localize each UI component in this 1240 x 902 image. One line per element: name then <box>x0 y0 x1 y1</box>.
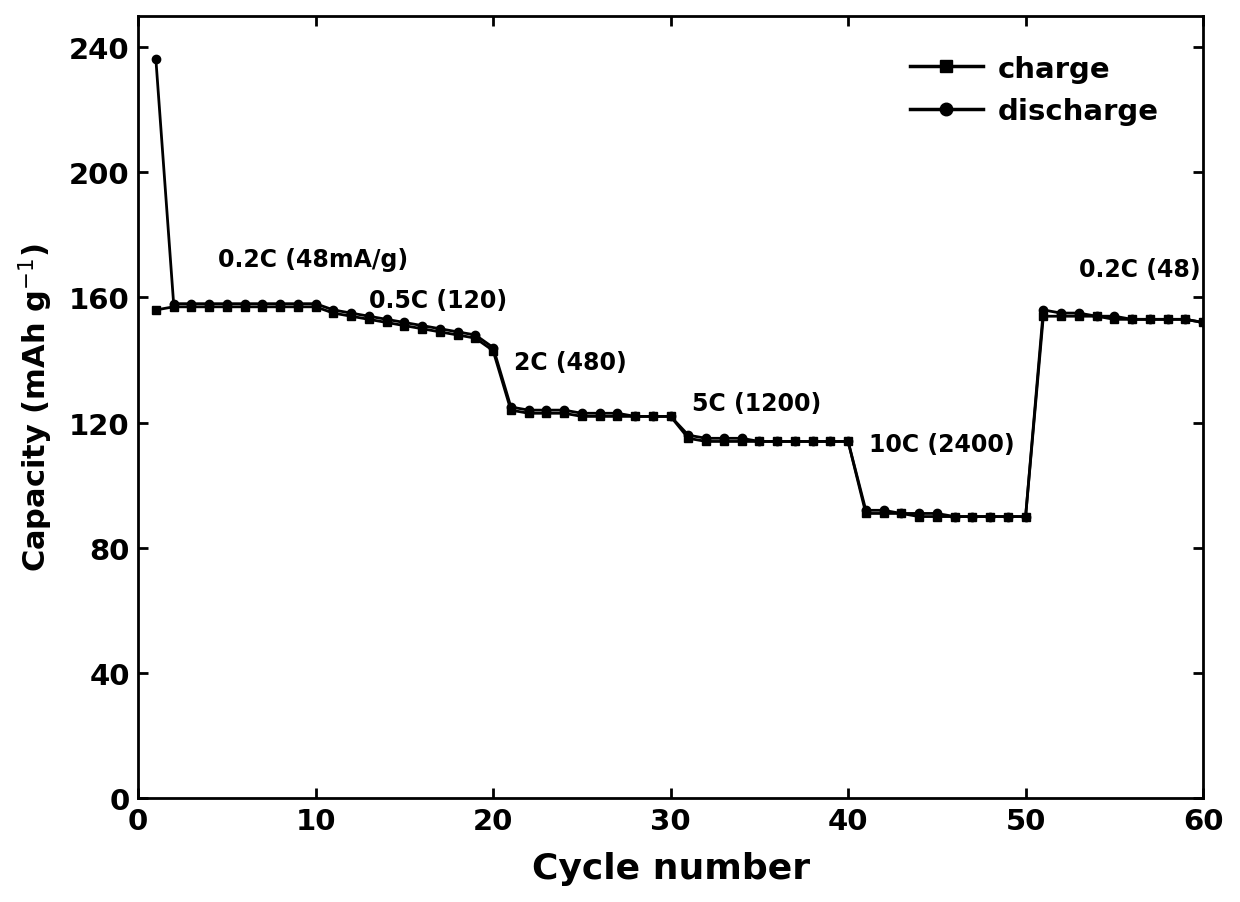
charge <box>467 334 482 345</box>
Line: discharge: discharge <box>151 56 1208 521</box>
discharge <box>805 437 820 447</box>
Line: charge: charge <box>153 304 1207 520</box>
Legend: charge, discharge: charge, discharge <box>901 47 1167 134</box>
Y-axis label: Capacity (mAh g$^{-1}$): Capacity (mAh g$^{-1}$) <box>16 244 55 572</box>
charge <box>166 302 181 313</box>
discharge <box>450 327 465 338</box>
discharge <box>503 402 518 413</box>
discharge <box>414 321 429 332</box>
charge <box>503 405 518 416</box>
Text: 0.2C (48mA/g): 0.2C (48mA/g) <box>218 248 408 272</box>
charge <box>911 511 926 522</box>
discharge <box>947 511 962 522</box>
charge <box>823 437 838 447</box>
charge <box>1195 318 1210 328</box>
charge <box>433 327 448 338</box>
discharge <box>1195 318 1210 328</box>
Text: 0.5C (120): 0.5C (120) <box>368 289 507 312</box>
charge <box>149 305 164 316</box>
Text: 2C (480): 2C (480) <box>515 351 627 375</box>
charge <box>343 311 358 322</box>
discharge <box>326 305 341 316</box>
Text: 10C (2400): 10C (2400) <box>869 432 1016 456</box>
discharge <box>486 343 501 354</box>
X-axis label: Cycle number: Cycle number <box>532 851 810 886</box>
Text: 5C (1200): 5C (1200) <box>692 391 821 416</box>
charge <box>521 409 536 419</box>
Text: 0.2C (48): 0.2C (48) <box>1079 257 1200 281</box>
discharge <box>149 55 164 66</box>
